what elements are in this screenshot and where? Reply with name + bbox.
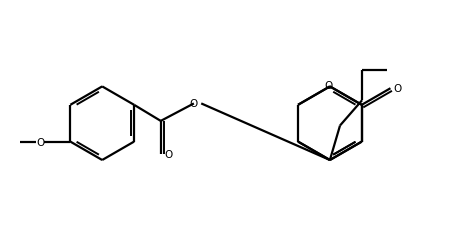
Text: O: O bbox=[394, 84, 402, 94]
Text: O: O bbox=[190, 99, 198, 109]
Text: O: O bbox=[325, 81, 333, 91]
Text: O: O bbox=[164, 149, 172, 159]
Text: O: O bbox=[36, 137, 44, 147]
